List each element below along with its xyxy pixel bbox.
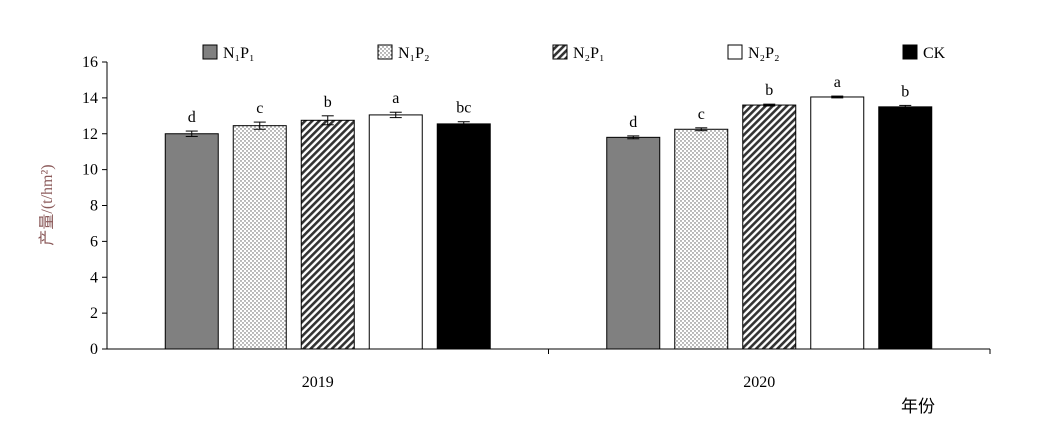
legend-label: N₁P₂ — [398, 45, 430, 62]
y-tick-label: 6 — [90, 233, 98, 250]
x-tick-label: 2019 — [302, 374, 334, 391]
x-axis-label: 年份 — [901, 397, 935, 416]
x-tick-label: 2020 — [743, 374, 775, 391]
chart-legend: N₁P₁ N₁P₂ N₂P₁ N₂P₂ CK — [202, 44, 946, 62]
bar — [742, 104, 797, 350]
significance-letter: d — [629, 114, 637, 131]
legend-label: N₂P₁ — [573, 45, 605, 62]
significance-letter: c — [698, 106, 705, 123]
bar — [810, 96, 865, 350]
bar — [606, 136, 661, 350]
legend-swatch — [902, 44, 918, 60]
y-tick-label: 10 — [82, 162, 98, 179]
bar — [164, 133, 219, 350]
y-tick-label: 12 — [82, 126, 98, 143]
significance-letter: b — [765, 82, 773, 99]
legend-label: CK — [923, 45, 946, 62]
legend-label: N₂P₂ — [748, 45, 780, 62]
bar — [300, 119, 355, 350]
bar — [368, 114, 423, 350]
significance-letter: b — [901, 83, 909, 100]
y-tick-label: 4 — [90, 269, 98, 286]
chart-bars: d c b a bc d c b a b — [164, 74, 933, 350]
significance-letter: a — [392, 90, 399, 107]
y-axis-label: 产量/(t/hm²) — [38, 164, 56, 245]
significance-letter: d — [188, 109, 196, 126]
legend-swatch — [727, 44, 743, 60]
significance-letter: a — [834, 74, 841, 91]
significance-letter: c — [256, 100, 263, 117]
y-tick-label: 14 — [82, 90, 98, 107]
bar — [436, 123, 491, 350]
bar — [674, 128, 729, 350]
y-tick-label: 0 — [90, 341, 98, 358]
legend-swatch — [377, 44, 393, 60]
legend-label: N₁P₁ — [223, 45, 255, 62]
legend-swatch — [202, 44, 218, 60]
bar — [232, 125, 287, 350]
y-tick-label: 2 — [90, 305, 98, 322]
significance-letter: b — [324, 94, 332, 111]
significance-letter: bc — [456, 100, 471, 117]
legend-swatch — [552, 44, 568, 60]
bar — [878, 106, 933, 350]
y-tick-label: 8 — [90, 198, 98, 215]
y-tick-label: 16 — [82, 54, 98, 71]
